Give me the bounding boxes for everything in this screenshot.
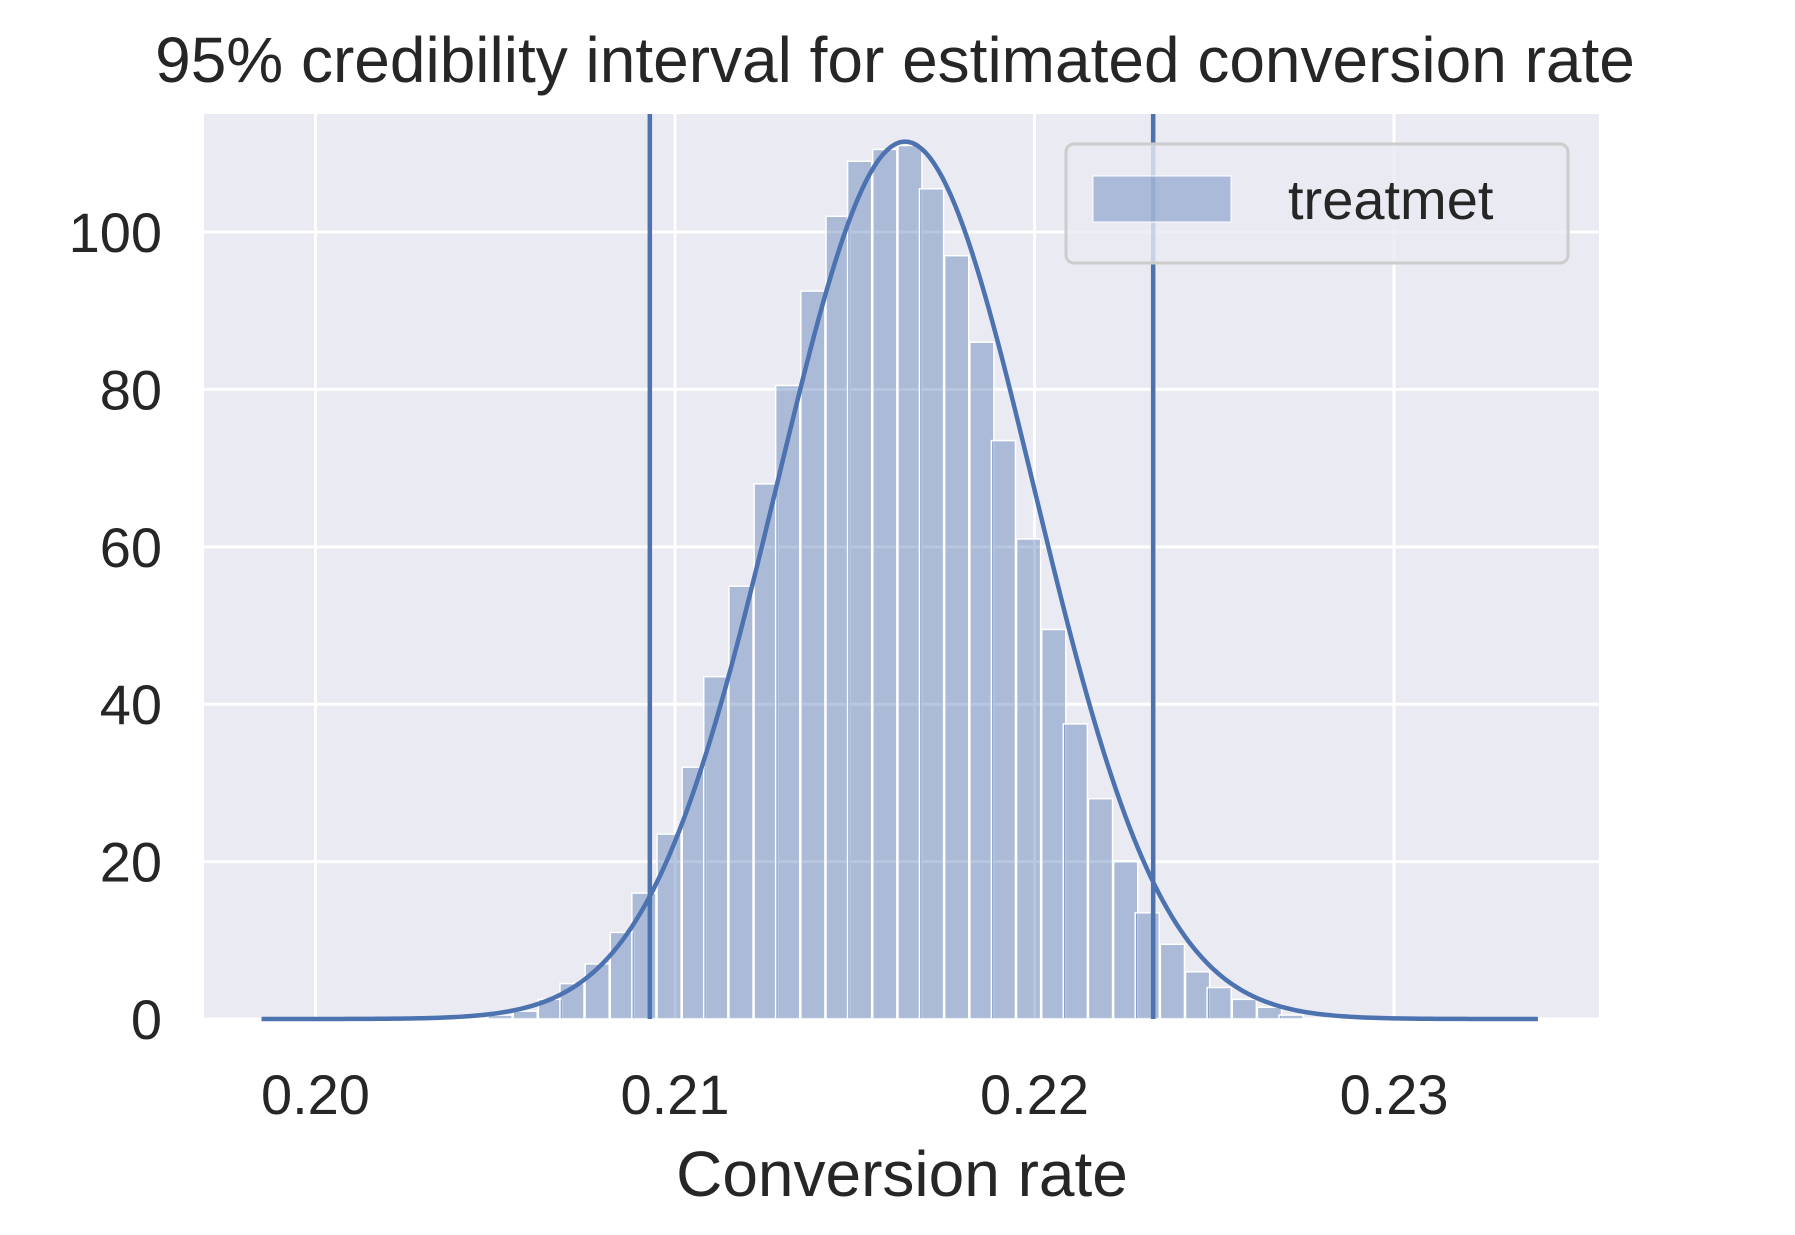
chart-title: 95% credibility interval for estimated c… [155, 24, 1635, 96]
legend-frame [1064, 142, 1570, 265]
x-tick-labels: 0.20 0.21 0.22 0.23 [261, 1063, 1449, 1126]
histogram-bar [512, 1010, 539, 1020]
histogram-bar [1015, 538, 1042, 1020]
histogram-bar [728, 585, 754, 1020]
histogram-bar [1256, 1006, 1283, 1020]
histogram-bar [656, 833, 682, 1020]
y-tick-labels: 0 20 40 60 80 100 [69, 201, 162, 1051]
y-tick-label: 20 [100, 831, 162, 894]
y-tick-label: 100 [69, 201, 162, 264]
histogram-bar [800, 290, 826, 1020]
plot-area [204, 114, 1599, 1019]
histogram-bar [846, 160, 873, 1020]
histogram-bar [1159, 943, 1186, 1020]
histogram-bar [1087, 797, 1114, 1020]
histogram-bar [631, 892, 657, 1020]
x-tick-label: 0.23 [1340, 1063, 1449, 1126]
density-curve-group [261, 139, 1538, 1022]
y-tick-label: 80 [100, 358, 162, 421]
histogram-bar [681, 766, 708, 1020]
x-tick-label: 0.21 [620, 1063, 729, 1126]
histogram-bar [1184, 971, 1211, 1020]
histogram-bars [487, 144, 1304, 1020]
y-tick-label: 0 [131, 988, 162, 1051]
histogram-bar [969, 341, 995, 1020]
histogram-bar [825, 215, 851, 1020]
histogram-bar [897, 144, 923, 1020]
histogram-bar [609, 931, 636, 1020]
legend-entry-treatmet: treatmet [1288, 168, 1494, 231]
x-tick-label: 0.20 [261, 1063, 370, 1126]
x-tick-label: 0.22 [980, 1063, 1089, 1126]
histogram-bar [1040, 628, 1067, 1020]
histogram-bar [1231, 998, 1258, 1020]
histogram-bar [487, 1014, 513, 1020]
histogram-bar [1062, 723, 1089, 1020]
histogram-bar [703, 675, 729, 1020]
legend-swatch [1092, 175, 1232, 223]
interval-lines [647, 114, 1156, 1019]
histogram-bar [918, 188, 945, 1020]
density-curve [261, 139, 1538, 1022]
histogram-bar [943, 254, 970, 1020]
histogram-bar [584, 963, 610, 1020]
histogram-bar [1206, 986, 1232, 1020]
y-tick-label: 40 [100, 673, 162, 736]
y-tick-label: 60 [100, 516, 162, 579]
histogram-bar [774, 384, 801, 1020]
x-axis-label: Conversion rate [676, 1138, 1128, 1210]
histogram-bar [1134, 912, 1161, 1020]
histogram-bar [1112, 860, 1139, 1020]
histogram-bar [1278, 1014, 1304, 1020]
histogram-bar [990, 439, 1017, 1020]
legend: treatmet [1064, 142, 1570, 265]
histogram-bar [871, 148, 898, 1020]
histogram-bar [753, 483, 779, 1020]
